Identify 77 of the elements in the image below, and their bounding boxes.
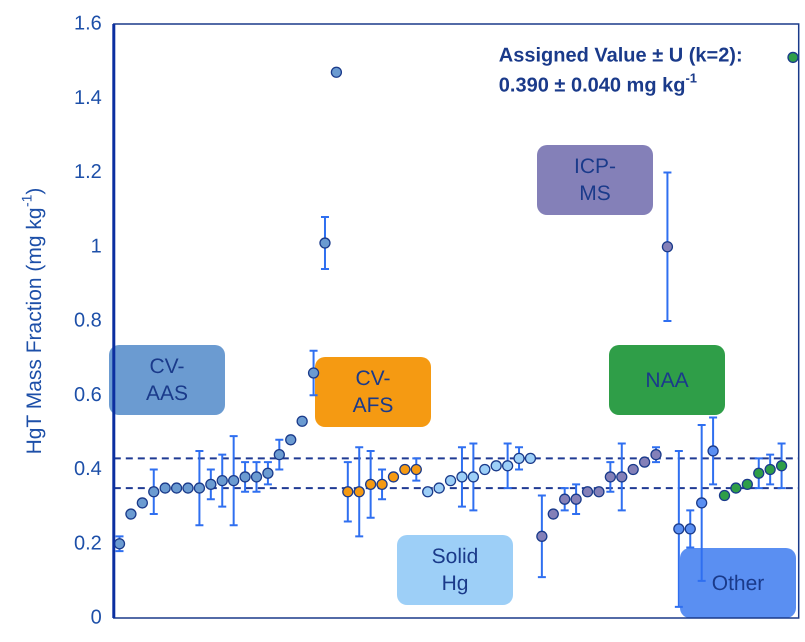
point	[524, 452, 536, 464]
point	[354, 486, 365, 498]
point	[468, 471, 480, 483]
point	[433, 482, 445, 494]
method-label: Solid Hg	[397, 535, 513, 605]
point	[479, 464, 490, 476]
y-axis-title: HgT Mass Fraction (mg kg-1)	[18, 188, 46, 454]
point	[285, 434, 296, 446]
point	[422, 486, 434, 498]
point	[239, 471, 251, 483]
y-tick-label: 0	[90, 606, 102, 629]
point	[274, 449, 285, 460]
point	[707, 445, 719, 457]
point	[662, 241, 674, 252]
point	[548, 508, 559, 520]
y-tick-label: 0.8	[74, 310, 102, 332]
point	[536, 530, 548, 542]
point	[570, 494, 582, 505]
point	[559, 494, 570, 505]
y-tick-label: 0.2	[74, 532, 102, 554]
method-label: Other	[680, 548, 796, 618]
method-label: ICP-MS	[537, 145, 653, 215]
point	[170, 482, 182, 494]
point	[650, 449, 662, 460]
point	[582, 486, 594, 498]
point	[148, 486, 160, 498]
point	[593, 486, 605, 498]
point	[410, 464, 422, 476]
y-tick-label: 0.4	[74, 458, 102, 480]
annotation: Assigned Value ± U (k=2):	[498, 44, 743, 67]
point	[616, 471, 628, 483]
point	[787, 52, 799, 64]
point	[684, 523, 696, 535]
point	[764, 464, 776, 476]
point	[718, 490, 730, 502]
point	[490, 460, 502, 472]
point	[205, 478, 216, 490]
point	[228, 474, 240, 486]
point	[399, 464, 411, 476]
y-tick-label: 1.4	[74, 86, 102, 109]
point	[502, 460, 514, 472]
point	[364, 478, 376, 490]
point	[742, 478, 753, 490]
point	[114, 538, 126, 550]
point	[628, 464, 639, 476]
point	[250, 471, 262, 483]
point	[456, 471, 468, 483]
point	[776, 460, 788, 472]
point	[194, 482, 206, 494]
point	[513, 452, 525, 464]
y-tick-label: 1.2	[74, 161, 102, 184]
point	[136, 497, 148, 509]
point	[604, 471, 616, 483]
y-tick-label: 1	[90, 235, 102, 258]
method-label: CV-AFS	[315, 357, 431, 427]
point	[388, 471, 400, 483]
point	[342, 486, 354, 498]
point	[125, 508, 137, 520]
point	[730, 482, 742, 494]
point	[308, 367, 320, 379]
method-label: NAA	[609, 345, 725, 415]
method-label: CV-AAS	[109, 345, 225, 415]
point	[182, 482, 194, 494]
y-tick-label: 1.6	[74, 12, 102, 35]
point	[376, 478, 388, 490]
point	[319, 237, 331, 249]
y-tick-label: 0.6	[74, 384, 102, 406]
point	[160, 482, 171, 494]
point	[296, 416, 308, 427]
point	[330, 66, 342, 78]
point	[673, 523, 684, 535]
point	[216, 474, 228, 486]
point	[444, 474, 456, 486]
point	[262, 468, 274, 479]
point	[638, 456, 650, 468]
point	[753, 468, 764, 479]
point	[696, 497, 708, 509]
